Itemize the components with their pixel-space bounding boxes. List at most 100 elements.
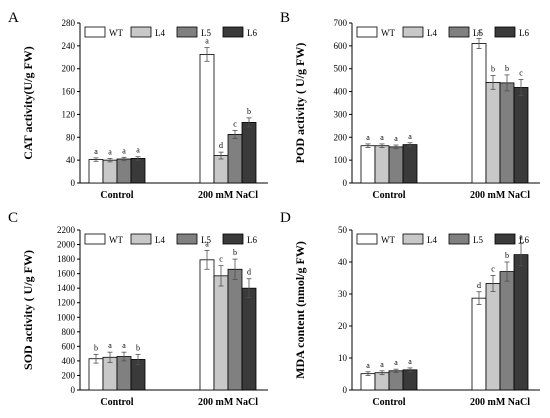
legend: WT L4 L5 L6 — [356, 26, 529, 38]
y-tick-label: 120 — [62, 109, 76, 119]
y-tick-label: 30 — [338, 289, 348, 299]
significance-letter: b — [505, 64, 509, 73]
legend-swatch-l5 — [448, 233, 470, 245]
y-tick-label: 100 — [334, 155, 348, 165]
y-tick-label: 400 — [334, 87, 348, 97]
y-tick-label: 600 — [62, 341, 76, 351]
legend-label: WT — [381, 28, 395, 38]
significance-letter: c — [219, 255, 223, 264]
y-tick-label: 50 — [338, 225, 348, 235]
x-category-label: 200 mM NaCl — [470, 397, 530, 408]
legend-label: WT — [109, 28, 123, 38]
significance-letter: a — [408, 132, 412, 141]
legend-swatch-wt — [356, 233, 378, 245]
bar-l5-nacl — [227, 134, 243, 184]
legend-swatch-l6 — [494, 26, 516, 38]
significance-letter: a — [380, 360, 384, 369]
panel-label: B — [280, 10, 290, 26]
legend-swatch-l6 — [494, 233, 516, 245]
legend-label: L4 — [155, 28, 165, 38]
y-tick-label: 800 — [62, 327, 76, 337]
bar-l4-nacl — [213, 275, 229, 391]
legend-label: L5 — [473, 235, 483, 245]
legend-label: L4 — [427, 28, 437, 38]
chart-panel-c: C SOD activity ( U/g FW) 0 200 400 600 800 1000… — [8, 210, 268, 408]
bar-wt-control — [88, 159, 104, 184]
significance-letter: a — [94, 147, 98, 156]
legend-swatch-l4 — [130, 26, 152, 38]
y-tick-label: 1400 — [57, 283, 76, 293]
significance-letter: b — [247, 107, 251, 116]
significance-letter: c — [491, 264, 495, 273]
y-tick-label: 40 — [338, 257, 348, 267]
significance-letter: a — [394, 358, 398, 367]
x-category-label: 200 mM NaCl — [198, 397, 258, 408]
legend-swatch-l6 — [222, 26, 244, 38]
bar-l4-nacl — [485, 283, 501, 391]
panel-label: A — [8, 10, 19, 26]
chart-panel-d: D MDA content (nmol/g FW) 0 10 20 30 40 50 a a a a C… — [280, 210, 540, 408]
y-tick-label: 1000 — [57, 312, 76, 322]
y-tick-label: 20 — [338, 321, 348, 331]
bar-wt-nacl — [471, 43, 487, 184]
significance-letter: a — [122, 341, 126, 350]
significance-letter: d — [219, 141, 223, 150]
bar-wt-nacl — [199, 54, 215, 184]
legend-label: L6 — [519, 28, 529, 38]
significance-letter: d — [247, 268, 251, 277]
significance-letter: a — [394, 134, 398, 143]
y-axis-label: CAT activity(U/g FW) — [21, 46, 35, 160]
y-tick-label: 2000 — [57, 240, 76, 250]
legend-label: L5 — [473, 28, 483, 38]
legend-swatch-wt — [84, 233, 106, 245]
y-tick-label: 400 — [62, 356, 76, 366]
panel-label: D — [280, 210, 291, 226]
significance-letter: b — [136, 343, 140, 352]
legend-swatch-l4 — [130, 233, 152, 245]
x-category-label: Control — [372, 190, 405, 201]
significance-letter: b — [233, 248, 237, 257]
bar-l5-control — [116, 158, 132, 184]
significance-letter: a — [380, 133, 384, 142]
x-category-label: 200 mM NaCl — [198, 190, 258, 201]
significance-letter: d — [477, 281, 481, 290]
bar-wt-control — [360, 373, 376, 391]
significance-letter: a — [205, 37, 209, 46]
bar-l5-control — [388, 146, 404, 184]
legend-label: L4 — [155, 235, 165, 245]
y-tick-label: 0 — [343, 178, 348, 188]
legend-label: L5 — [201, 28, 211, 38]
x-category-label: Control — [372, 397, 405, 408]
y-tick-label: 1600 — [57, 269, 76, 279]
y-tick-label: 700 — [334, 18, 348, 28]
bar-l6-nacl — [513, 254, 529, 391]
bar-l4-control — [102, 159, 118, 184]
y-axis-label: SOD activity ( U/g FW) — [21, 250, 35, 370]
y-tick-label: 200 — [62, 64, 76, 74]
legend-label: L6 — [519, 235, 529, 245]
bar-l4-control — [374, 372, 390, 391]
bar-l5-control — [388, 370, 404, 391]
legend-label: L5 — [201, 235, 211, 245]
y-tick-label: 200 — [62, 370, 76, 380]
significance-letter: c — [233, 119, 237, 128]
significance-letter: a — [408, 357, 412, 366]
bar-wt-nacl — [199, 259, 215, 391]
bar-l5-nacl — [499, 271, 515, 391]
legend-swatch-l6 — [222, 233, 244, 245]
significance-letter: b — [505, 251, 509, 260]
legend-swatch-l4 — [402, 233, 424, 245]
significance-letter: a — [108, 147, 112, 156]
y-tick-label: 300 — [334, 109, 348, 119]
bar-l6-control — [402, 369, 418, 391]
y-tick-label: 0 — [71, 178, 76, 188]
y-tick-label: 200 — [334, 132, 348, 142]
y-tick-label: 160 — [62, 87, 76, 97]
significance-letter: a — [366, 361, 370, 370]
bar-l6-nacl — [241, 122, 257, 184]
y-tick-label: 2200 — [57, 225, 76, 235]
significance-letter: a — [136, 146, 140, 155]
bar-wt-nacl — [471, 297, 487, 391]
legend-label: L6 — [247, 28, 257, 38]
